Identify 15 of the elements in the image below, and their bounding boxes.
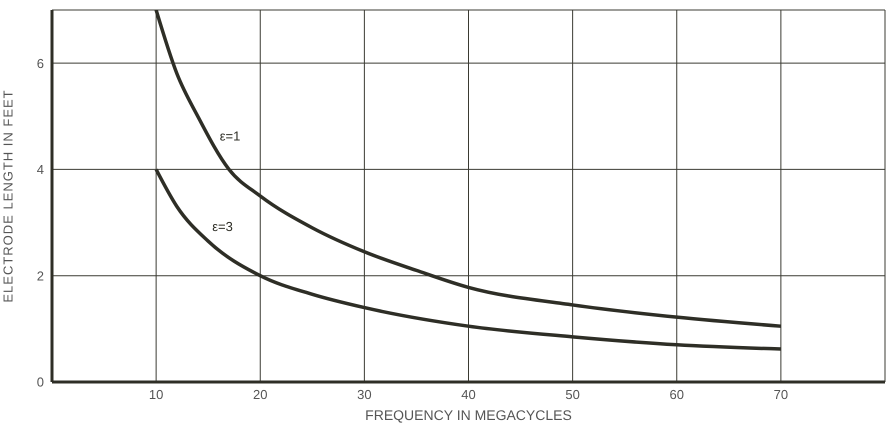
y-axis-title: ELECTRODE LENGTH IN FEET xyxy=(0,89,16,303)
x-tick-label: 70 xyxy=(774,387,788,402)
x-tick-label: 40 xyxy=(461,387,476,402)
y-tick-label: 4 xyxy=(36,162,44,178)
x-axis-title: FREQUENCY IN MEGACYCLES xyxy=(365,407,572,423)
x-tick-label: 50 xyxy=(565,387,580,402)
series-label: ε=1 xyxy=(220,128,240,144)
y-tick-label: 2 xyxy=(36,268,44,284)
x-tick-label: 10 xyxy=(148,387,164,402)
series-label: ε=3 xyxy=(212,219,233,234)
x-tick-label: 30 xyxy=(357,387,372,402)
x-tick-label: 60 xyxy=(670,387,684,402)
y-tick-label: 6 xyxy=(36,56,44,71)
y-tick-label: 0 xyxy=(36,374,44,390)
x-tick-label: 20 xyxy=(253,387,268,402)
